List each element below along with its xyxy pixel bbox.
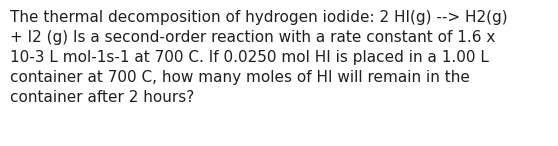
Text: The thermal decomposition of hydrogen iodide: 2 HI(g) --> H2(g)
+ I2 (g) Is a se: The thermal decomposition of hydrogen io…: [10, 10, 508, 105]
